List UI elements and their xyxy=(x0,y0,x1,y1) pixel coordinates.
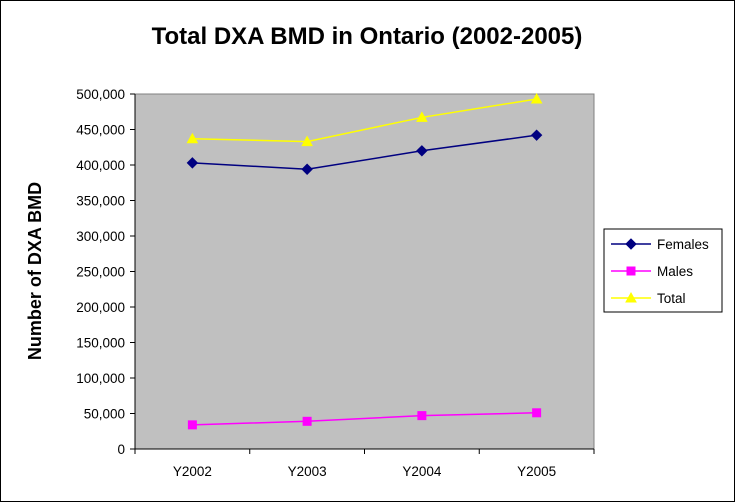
chart-title: Total DXA BMD in Ontario (2002-2005) xyxy=(152,23,583,50)
data-point-females xyxy=(301,163,313,175)
y-tick-label: 200,000 xyxy=(76,300,125,315)
data-point-females xyxy=(416,145,428,157)
series-line-total xyxy=(192,98,537,143)
data-point-males xyxy=(532,408,542,418)
legend-label-males: Males xyxy=(657,264,693,279)
legend-marker-total xyxy=(625,291,637,303)
y-tick-label: 500,000 xyxy=(76,87,125,102)
x-tick-label: Y2004 xyxy=(402,464,442,479)
axes: 0 50,000 100,000 150,000 200,000 250,000 300,0… xyxy=(76,87,595,479)
data-point-total xyxy=(186,132,199,144)
data-point-total xyxy=(530,92,543,104)
legend-item-males: Males xyxy=(611,264,693,279)
data-point-females xyxy=(186,157,199,169)
y-tick-label: 150,000 xyxy=(76,336,125,351)
series-line-males xyxy=(192,412,537,426)
series-line-females xyxy=(192,134,537,171)
y-tick-label: 250,000 xyxy=(76,265,125,280)
data-point-males xyxy=(302,416,312,426)
data-point-total xyxy=(416,111,428,122)
x-tick-label: Y2002 xyxy=(173,464,212,479)
legend-item-total: Total xyxy=(611,291,686,306)
y-axis-label: Number of DXA BMD xyxy=(25,182,45,360)
y-tick-label: 350,000 xyxy=(76,194,125,209)
legend: Females Males Total xyxy=(603,228,723,313)
y-tick-label: 300,000 xyxy=(76,229,125,244)
legend-label-females: Females xyxy=(657,237,709,252)
y-tick-label: 400,000 xyxy=(76,158,125,173)
y-tick-label: 50,000 xyxy=(84,407,125,422)
legend-label-total: Total xyxy=(657,291,686,306)
series-total xyxy=(186,92,543,147)
series-females xyxy=(186,129,543,175)
data-point-females xyxy=(530,129,543,141)
series-layer xyxy=(186,92,543,430)
y-tick-label: 100,000 xyxy=(76,371,125,386)
y-tick-label: 450,000 xyxy=(76,123,125,138)
y-tick-label: 0 xyxy=(117,442,125,457)
legend-marker-females xyxy=(625,238,637,250)
x-tick-label: Y2003 xyxy=(288,464,327,479)
x-tick-label: Y2005 xyxy=(517,464,556,479)
legend-item-females: Females xyxy=(611,237,709,252)
data-point-males xyxy=(417,411,427,421)
data-point-males xyxy=(187,420,197,430)
legend-marker-males xyxy=(626,266,636,276)
data-point-total xyxy=(301,135,313,147)
plot-area xyxy=(134,93,595,450)
series-males xyxy=(187,408,542,430)
